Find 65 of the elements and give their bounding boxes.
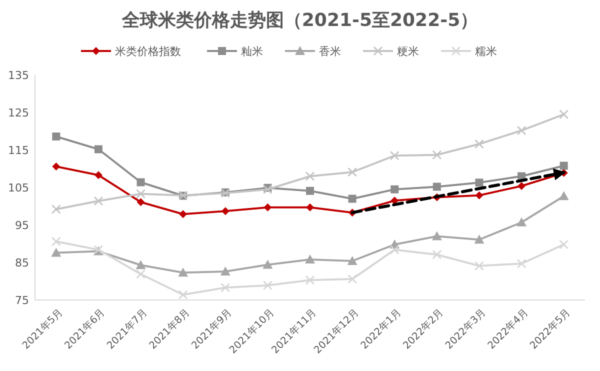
point — [220, 266, 230, 276]
legend-label: 粳米 — [397, 45, 419, 58]
point — [305, 254, 315, 264]
point — [264, 203, 272, 212]
point — [348, 194, 356, 203]
point — [52, 162, 60, 170]
point — [52, 132, 60, 140]
point — [51, 204, 61, 214]
point — [179, 210, 188, 218]
y-tick-label: 135 — [8, 69, 29, 82]
point — [136, 198, 145, 206]
point — [51, 248, 62, 257]
legend-label: 籼米 — [241, 45, 263, 58]
point — [390, 185, 399, 194]
y-tick-label: 95 — [15, 219, 29, 232]
point — [560, 162, 568, 170]
point — [518, 182, 526, 190]
point — [305, 172, 315, 181]
point — [136, 269, 146, 279]
legend-label: 糯米 — [475, 45, 497, 58]
point — [475, 178, 484, 187]
point — [347, 256, 358, 265]
point — [432, 231, 442, 240]
chart-title: 全球米类价格走势图（2021-5至2022-5） — [120, 10, 478, 31]
point — [178, 268, 188, 277]
point — [94, 196, 104, 206]
y-tick-label: 115 — [8, 144, 29, 157]
point — [262, 260, 273, 269]
point — [220, 282, 230, 292]
legend-label: 米类价格指数 — [115, 45, 181, 58]
y-tick-label: 85 — [15, 256, 29, 270]
y-tick-label: 105 — [8, 182, 29, 194]
point — [474, 139, 484, 149]
point — [475, 191, 484, 200]
y-tick-label: 75 — [15, 294, 29, 307]
point — [390, 150, 400, 160]
point — [516, 126, 526, 136]
point — [262, 280, 272, 290]
legend-label: 香米 — [319, 45, 341, 58]
point — [474, 261, 484, 271]
point — [136, 178, 145, 186]
point — [432, 150, 442, 160]
point — [558, 191, 569, 200]
point — [516, 217, 527, 226]
point — [474, 234, 484, 244]
point — [559, 240, 569, 250]
point — [516, 258, 526, 268]
point — [305, 275, 315, 285]
point — [94, 145, 102, 154]
point — [432, 182, 441, 191]
point — [432, 250, 442, 260]
point — [136, 189, 146, 199]
point — [306, 186, 314, 195]
y-tick-label: 125 — [8, 106, 29, 120]
point — [348, 274, 358, 284]
point — [51, 236, 61, 246]
point — [221, 207, 230, 216]
point — [136, 260, 146, 270]
point — [178, 290, 188, 300]
point — [262, 184, 272, 194]
point — [390, 245, 400, 254]
point — [94, 171, 102, 180]
point — [559, 110, 569, 120]
point — [348, 167, 358, 177]
point — [306, 203, 314, 212]
